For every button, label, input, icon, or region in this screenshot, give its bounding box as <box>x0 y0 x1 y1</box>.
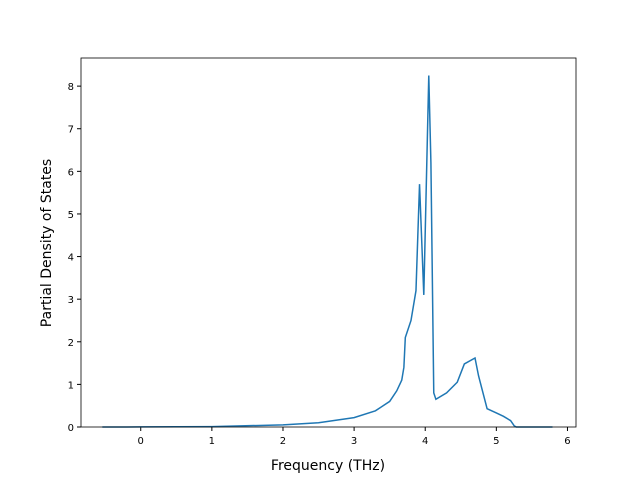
data-line <box>102 75 553 428</box>
x-tick-label: 5 <box>493 436 499 447</box>
x-tick-label: 1 <box>209 436 215 447</box>
x-tick-label: 4 <box>422 436 428 447</box>
x-axis-label: Frequency (THz) <box>271 458 385 474</box>
plot-frame <box>80 57 577 428</box>
y-tick-label: 5 <box>68 210 74 221</box>
x-tick-label: 3 <box>351 436 357 447</box>
x-tick-label: 6 <box>564 436 570 447</box>
x-tick-label: 0 <box>138 436 144 447</box>
y-tick-label: 4 <box>68 253 74 264</box>
y-tick-label: 6 <box>68 167 74 178</box>
y-tick-label: 3 <box>68 295 74 306</box>
y-tick-label: 2 <box>68 338 74 349</box>
y-tick-label: 0 <box>68 423 74 434</box>
x-tick-label: 2 <box>280 436 286 447</box>
y-tick-label: 8 <box>68 82 74 93</box>
y-tick-label: 1 <box>68 380 74 391</box>
y-tick-label: 7 <box>68 125 74 136</box>
y-axis-label: Partial Density of States <box>39 159 55 327</box>
